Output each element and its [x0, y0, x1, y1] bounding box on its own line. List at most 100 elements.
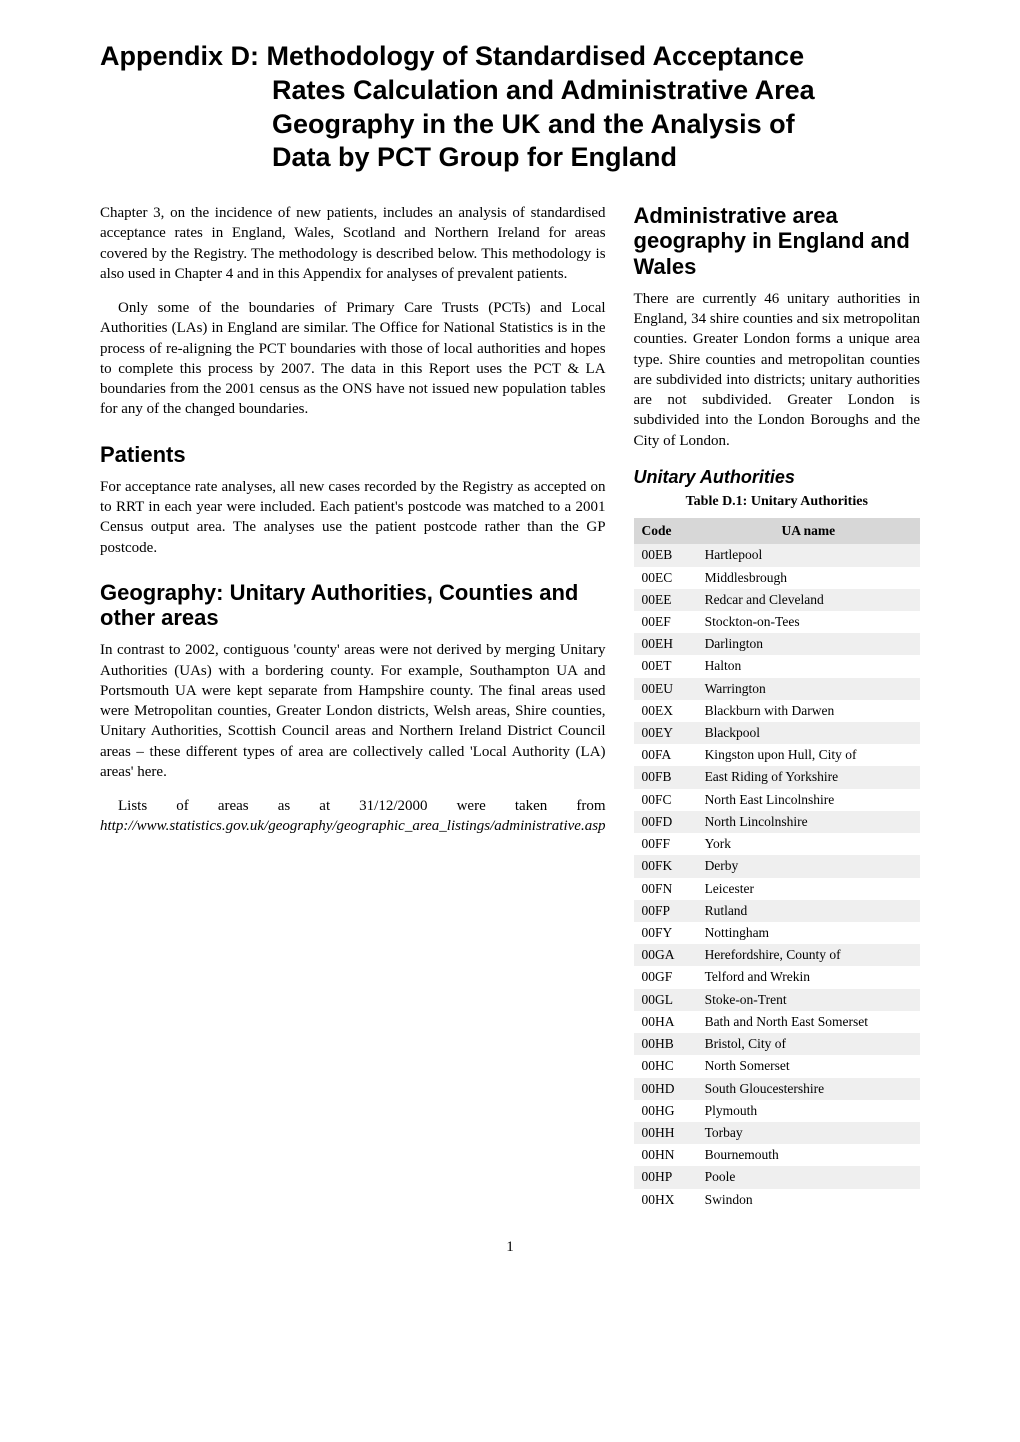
table-cell-name: Telford and Wrekin — [697, 966, 920, 988]
table-row: 00HABath and North East Somerset — [634, 1011, 920, 1033]
table-cell-name: Bournemouth — [697, 1144, 920, 1166]
patients-heading: Patients — [100, 442, 606, 467]
table-cell-code: 00HP — [634, 1166, 697, 1188]
table-cell-name: East Riding of Yorkshire — [697, 766, 920, 788]
table-cell-code: 00HD — [634, 1078, 697, 1100]
table-row: 00EBHartlepool — [634, 544, 920, 566]
table-header-code: Code — [634, 518, 697, 544]
table-row: 00HDSouth Gloucestershire — [634, 1078, 920, 1100]
table-cell-name: Warrington — [697, 678, 920, 700]
table-row: 00GFTelford and Wrekin — [634, 966, 920, 988]
admin-geography-paragraph: There are currently 46 unitary authoriti… — [634, 289, 920, 451]
table-row: 00HXSwindon — [634, 1189, 920, 1211]
table-row: 00HGPlymouth — [634, 1100, 920, 1122]
table-cell-name: Derby — [697, 855, 920, 877]
table-row: 00HBBristol, City of — [634, 1033, 920, 1055]
table-cell-code: 00HB — [634, 1033, 697, 1055]
table-cell-code: 00FA — [634, 744, 697, 766]
table-row: 00EERedcar and Cleveland — [634, 589, 920, 611]
intro-paragraph-1: Chapter 3, on the incidence of new patie… — [100, 203, 606, 284]
table-cell-code: 00GL — [634, 989, 697, 1011]
unitary-authorities-heading: Unitary Authorities — [634, 465, 920, 489]
table-cell-code: 00EF — [634, 611, 697, 633]
table-cell-code: 00HX — [634, 1189, 697, 1211]
table-cell-name: Plymouth — [697, 1100, 920, 1122]
title-line-4: Data by PCT Group for England — [100, 141, 920, 175]
table-cell-name: Kingston upon Hull, City of — [697, 744, 920, 766]
two-column-layout: Chapter 3, on the incidence of new patie… — [100, 203, 920, 1211]
page-number: 1 — [100, 1237, 920, 1257]
table-cell-name: Stoke-on-Trent — [697, 989, 920, 1011]
patients-paragraph: For acceptance rate analyses, all new ca… — [100, 477, 606, 558]
table-cell-name: Redcar and Cleveland — [697, 589, 920, 611]
geography-paragraph-2: Lists of areas as at 31/12/2000 were tak… — [100, 796, 606, 837]
table-cell-code: 00FC — [634, 789, 697, 811]
table-cell-name: Blackburn with Darwen — [697, 700, 920, 722]
table-row: 00FKDerby — [634, 855, 920, 877]
geography-paragraph-1: In contrast to 2002, contiguous 'county'… — [100, 640, 606, 782]
table-cell-code: 00FB — [634, 766, 697, 788]
table-row: 00FBEast Riding of Yorkshire — [634, 766, 920, 788]
table-cell-code: 00GA — [634, 944, 697, 966]
geography-heading: Geography: Unitary Authorities, Counties… — [100, 580, 606, 631]
left-column: Chapter 3, on the incidence of new patie… — [100, 203, 606, 1211]
table-cell-code: 00FD — [634, 811, 697, 833]
table-row: 00GLStoke-on-Trent — [634, 989, 920, 1011]
table-cell-code: 00EX — [634, 700, 697, 722]
geo-p2-url: http://www.statistics.gov.uk/geography/g… — [100, 818, 606, 834]
table-row: 00FDNorth Lincolnshire — [634, 811, 920, 833]
table-cell-code: 00EY — [634, 722, 697, 744]
table-row: 00HHTorbay — [634, 1122, 920, 1144]
right-column: Administrative area geography in England… — [634, 203, 920, 1211]
table-row: 00EHDarlington — [634, 633, 920, 655]
admin-geography-heading: Administrative area geography in England… — [634, 203, 920, 279]
title-prefix: Appendix D: — [100, 41, 259, 71]
table-row: 00FPRutland — [634, 900, 920, 922]
table-row: 00EYBlackpool — [634, 722, 920, 744]
table-cell-code: 00HH — [634, 1122, 697, 1144]
table-row: 00GAHerefordshire, County of — [634, 944, 920, 966]
table-cell-name: North Lincolnshire — [697, 811, 920, 833]
table-cell-code: 00HG — [634, 1100, 697, 1122]
table-row: 00FFYork — [634, 833, 920, 855]
table-cell-name: Halton — [697, 655, 920, 677]
table-cell-code: 00FN — [634, 878, 697, 900]
table-cell-name: Blackpool — [697, 722, 920, 744]
table-cell-name: North Somerset — [697, 1055, 920, 1077]
table-row: 00EXBlackburn with Darwen — [634, 700, 920, 722]
table-cell-name: Herefordshire, County of — [697, 944, 920, 966]
table-row: 00FAKingston upon Hull, City of — [634, 744, 920, 766]
table-cell-name: Leicester — [697, 878, 920, 900]
table-cell-name: Bath and North East Somerset — [697, 1011, 920, 1033]
table-cell-code: 00EE — [634, 589, 697, 611]
intro-paragraph-2: Only some of the boundaries of Primary C… — [100, 298, 606, 420]
table-cell-name: Nottingham — [697, 922, 920, 944]
table-cell-name: Stockton-on-Tees — [697, 611, 920, 633]
table-cell-name: Middlesbrough — [697, 567, 920, 589]
table-row: 00FYNottingham — [634, 922, 920, 944]
table-cell-name: Poole — [697, 1166, 920, 1188]
table-header-name: UA name — [697, 518, 920, 544]
table-cell-code: 00FK — [634, 855, 697, 877]
title-rest-1: Methodology of Standardised Acceptance — [267, 41, 805, 71]
table-row: 00ETHalton — [634, 655, 920, 677]
table-row: 00HNBournemouth — [634, 1144, 920, 1166]
table-cell-name: York — [697, 833, 920, 855]
table-row: 00EFStockton-on-Tees — [634, 611, 920, 633]
page-title: Appendix D: Methodology of Standardised … — [100, 40, 920, 175]
table-cell-code: 00EC — [634, 567, 697, 589]
table-cell-name: South Gloucestershire — [697, 1078, 920, 1100]
table-row: 00HCNorth Somerset — [634, 1055, 920, 1077]
table-cell-name: Torbay — [697, 1122, 920, 1144]
table-caption: Table D.1: Unitary Authorities — [634, 493, 920, 512]
table-row: 00HPPoole — [634, 1166, 920, 1188]
title-line-3: Geography in the UK and the Analysis of — [100, 108, 920, 142]
table-cell-code: 00ET — [634, 655, 697, 677]
table-cell-name: North East Lincolnshire — [697, 789, 920, 811]
table-cell-code: 00HC — [634, 1055, 697, 1077]
table-cell-code: 00FF — [634, 833, 697, 855]
table-cell-name: Hartlepool — [697, 544, 920, 566]
table-cell-code: 00EU — [634, 678, 697, 700]
table-cell-code: 00HA — [634, 1011, 697, 1033]
table-cell-name: Swindon — [697, 1189, 920, 1211]
